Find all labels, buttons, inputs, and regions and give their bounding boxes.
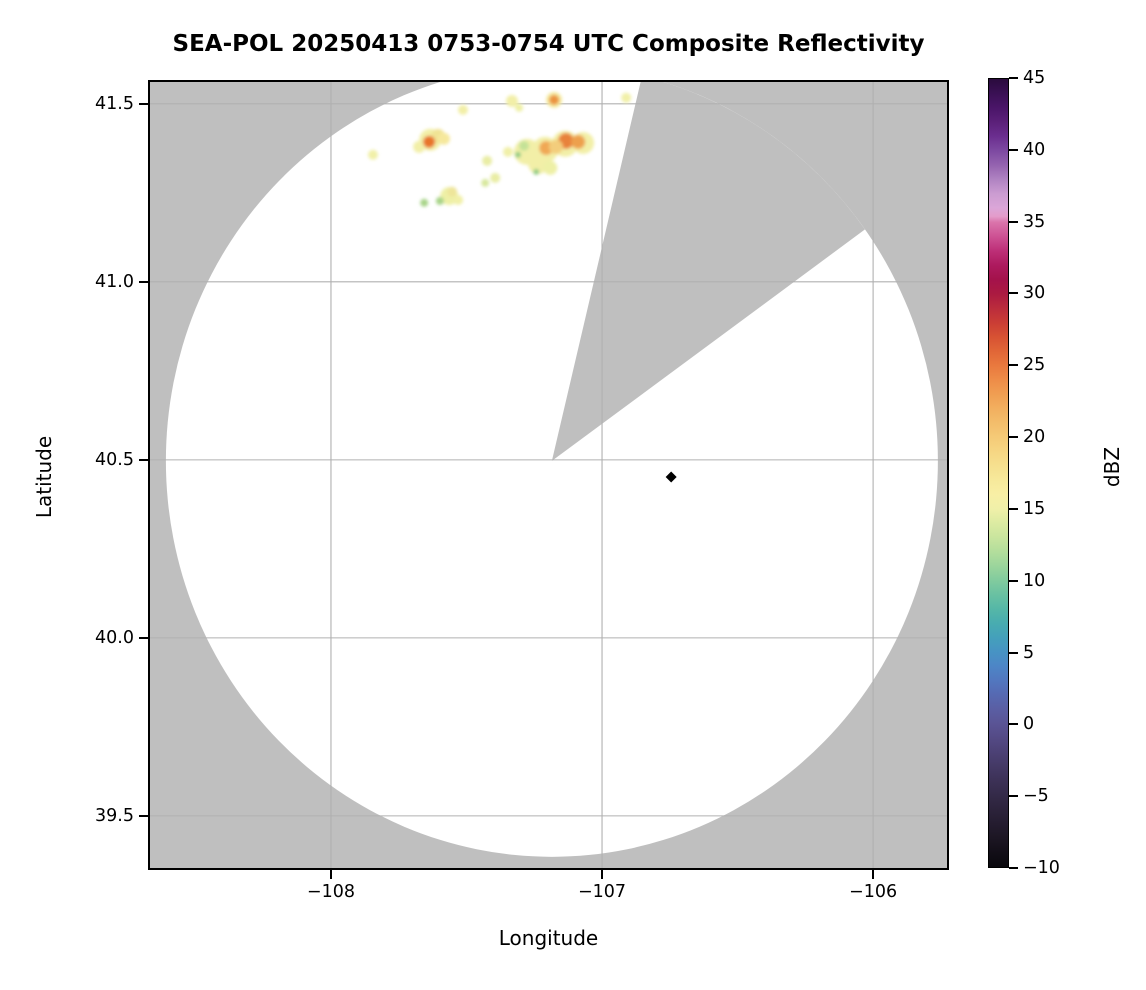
blocked-sector-wedge: [551, 80, 865, 461]
colorbar-tick-mark: [1009, 364, 1018, 367]
colorbar-tick-mark: [1009, 795, 1018, 798]
colorbar-tick-mark: [1009, 867, 1018, 869]
y-tick-mark: [139, 280, 148, 283]
colorbar-tick-mark: [1009, 148, 1018, 151]
radar-plot-canvas: [148, 80, 949, 870]
echo-blob: [515, 151, 521, 158]
y-tick-label: 41.5: [95, 93, 134, 114]
colorbar-tick-label: 40: [1023, 139, 1046, 160]
site-marker-diamond: [665, 471, 677, 483]
colorbar-tick-mark: [1009, 507, 1018, 510]
echo-blob: [490, 172, 501, 183]
echo-blob: [506, 95, 518, 107]
y-axis-label: Latitude: [32, 435, 56, 519]
y-tick-label: 41.0: [95, 271, 134, 292]
colorbar-tick-label: 25: [1023, 355, 1046, 376]
y-tick-label: 40.0: [95, 627, 134, 648]
colorbar: [988, 78, 1009, 868]
colorbar-tick-label: 35: [1023, 211, 1046, 232]
colorbar-tick-label: −5: [1023, 786, 1049, 807]
echo-blob: [515, 103, 524, 112]
colorbar-tick-label: 45: [1023, 68, 1046, 88]
x-tick-mark: [601, 870, 604, 879]
echo-blob: [438, 132, 450, 145]
echo-blob: [533, 168, 540, 175]
x-tick-mark: [329, 870, 332, 879]
x-tick-label: −108: [306, 882, 355, 902]
echo-blob: [435, 197, 444, 205]
echo-blob: [528, 154, 549, 174]
x-tick-label: −107: [577, 882, 627, 902]
x-tick-mark: [872, 870, 875, 879]
plot-title: SEA-POL 20250413 0753-0754 UTC Composite…: [172, 31, 925, 57]
y-tick-label: 39.5: [95, 805, 134, 826]
echo-group: [368, 91, 632, 207]
echo-blob: [447, 186, 458, 197]
y-tick-mark: [139, 814, 148, 817]
colorbar-tick-label: 15: [1023, 498, 1046, 519]
colorbar-tick-mark: [1009, 436, 1018, 439]
y-tick-label: 40.5: [95, 449, 134, 470]
colorbar-tick-mark: [1009, 292, 1018, 295]
colorbar-tick-mark: [1009, 651, 1018, 654]
colorbar-tick-label: 10: [1023, 570, 1046, 591]
echo-blob: [413, 140, 426, 153]
echo-blob: [549, 94, 560, 105]
echo-blob: [519, 140, 529, 151]
colorbar-label: dBZ: [1100, 446, 1124, 488]
colorbar-tick-label: 0: [1023, 714, 1035, 735]
echo-blob: [482, 155, 493, 166]
echo-blob: [420, 198, 429, 207]
y-tick-mark: [139, 102, 148, 105]
x-axis-label: Longitude: [498, 926, 599, 950]
echo-blob: [549, 139, 563, 154]
plot-border: [148, 80, 949, 870]
echo-blob: [503, 146, 513, 157]
echo-blob: [458, 104, 468, 115]
echo-blob: [423, 135, 436, 148]
echo-blob: [481, 178, 490, 187]
colorbar-tick-label: 20: [1023, 427, 1046, 448]
colorbar-tick-mark: [1009, 579, 1018, 582]
colorbar-tick-mark: [1009, 723, 1018, 726]
x-tick-label: −106: [849, 882, 898, 902]
echo-blob: [543, 160, 558, 175]
echo-blob: [571, 134, 586, 149]
colorbar-tick-label: −10: [1023, 858, 1060, 878]
y-tick-mark: [139, 458, 148, 461]
colorbar-tick-mark: [1009, 77, 1018, 79]
echo-blob: [368, 149, 378, 160]
echo-blob: [621, 92, 632, 103]
echo-blob: [453, 195, 464, 205]
y-tick-mark: [139, 636, 148, 639]
colorbar-tick-mark: [1009, 220, 1018, 223]
colorbar-tick-label: 5: [1023, 642, 1035, 663]
colorbar-tick-label: 30: [1023, 283, 1046, 304]
